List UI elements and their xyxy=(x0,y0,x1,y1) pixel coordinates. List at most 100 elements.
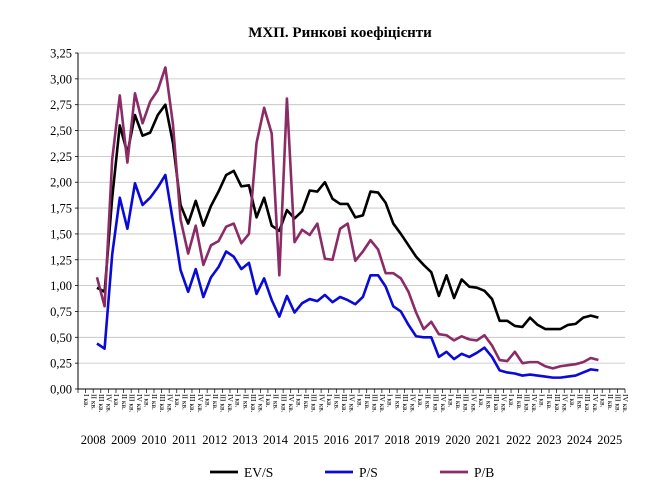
legend-label: EV/S xyxy=(244,465,273,480)
x-quarter-label: I кв. xyxy=(173,394,182,408)
x-quarter-label: I кв. xyxy=(386,394,395,408)
x-quarter-label: I кв. xyxy=(446,394,455,408)
chart-title: МХП. Ринкові коефіцієнти xyxy=(248,25,432,41)
x-year-label: 2010 xyxy=(141,433,166,447)
x-year-label: 2011 xyxy=(172,433,197,447)
x-quarter-label: III кв. xyxy=(188,394,197,413)
legend-label: P/B xyxy=(474,465,494,480)
x-quarter-label: IV кв. xyxy=(257,394,266,413)
y-tick-label: 2,25 xyxy=(50,150,72,164)
x-quarter-label: I кв. xyxy=(264,394,273,408)
x-quarter-label: III кв. xyxy=(340,394,349,413)
x-quarter-label: II кв. xyxy=(363,394,372,410)
x-quarter-label: III кв. xyxy=(462,394,471,413)
x-year-label: 2015 xyxy=(293,433,318,447)
x-year-label: 2012 xyxy=(202,433,227,447)
y-tick-label: 3,25 xyxy=(50,47,72,61)
series-line-p-b xyxy=(95,66,599,370)
x-quarter-label: IV кв. xyxy=(317,394,326,413)
y-tick-label: 0,00 xyxy=(50,383,72,397)
x-year-label: 2025 xyxy=(597,433,622,447)
x-quarter-label: IV кв. xyxy=(378,394,387,413)
x-year-label: 2024 xyxy=(567,433,593,447)
y-tick-label: 2,50 xyxy=(50,124,72,138)
x-quarter-label: I кв. xyxy=(295,394,304,408)
x-quarter-label: II кв. xyxy=(515,394,524,410)
x-quarter-label: I кв. xyxy=(112,394,121,408)
x-quarter-label: II кв. xyxy=(393,394,402,410)
x-year-label: 2020 xyxy=(445,433,470,447)
x-year-label: 2017 xyxy=(354,433,379,447)
x-quarter-label: IV кв. xyxy=(408,394,417,413)
x-quarter-label: III кв. xyxy=(401,394,410,413)
x-quarter-label: IV кв. xyxy=(135,394,144,413)
x-quarter-label: III кв. xyxy=(553,394,562,413)
x-year-label: 2018 xyxy=(385,433,410,447)
legend-label: P/S xyxy=(359,465,378,480)
x-year-label: 2023 xyxy=(537,433,562,447)
x-quarter-label: I кв. xyxy=(234,394,243,408)
x-quarter-label: IV кв. xyxy=(226,394,235,413)
x-year-label: 2016 xyxy=(324,433,349,447)
x-quarter-label: III кв. xyxy=(127,394,136,413)
x-quarter-label: IV кв. xyxy=(196,394,205,413)
y-tick-label: 2,00 xyxy=(50,176,72,190)
x-quarter-label: I кв. xyxy=(416,394,425,408)
x-quarter-label: I кв. xyxy=(598,394,607,408)
x-quarter-label: IV кв. xyxy=(348,394,357,413)
x-quarter-label: I кв. xyxy=(507,394,516,408)
x-quarter-label: III кв. xyxy=(249,394,258,413)
axes: 0,00 0,25 0,50 0,75 1,00 1,25 1,50 1,75 2,00 2,25… xyxy=(50,47,630,448)
series-lines xyxy=(95,66,599,379)
y-tick-label: 1,25 xyxy=(50,253,72,267)
x-quarter-label: III кв. xyxy=(219,394,228,413)
x-quarter-label: I кв. xyxy=(325,394,334,408)
y-tick-label: 1,00 xyxy=(50,279,72,293)
x-quarter-label: IV кв. xyxy=(439,394,448,413)
x-year-label: 2009 xyxy=(111,433,136,447)
x-quarter-label: I кв. xyxy=(568,394,577,408)
y-tick-label: 1,75 xyxy=(50,202,72,216)
x-quarter-label: III кв. xyxy=(370,394,379,413)
x-year-label: 2019 xyxy=(415,433,440,447)
x-quarter-label: II кв. xyxy=(120,394,129,410)
x-year-label: 2022 xyxy=(506,433,531,447)
series-line-p-s xyxy=(96,173,599,379)
x-quarter-label: III кв. xyxy=(279,394,288,413)
legend: EV/S P/S P/B xyxy=(210,465,494,480)
y-tick-label: 3,00 xyxy=(50,72,72,86)
x-quarter-label: II кв. xyxy=(211,394,220,410)
y-tick-label: 1,50 xyxy=(50,227,72,241)
x-quarter-label: IV кв. xyxy=(500,394,509,413)
x-quarter-label: II кв. xyxy=(333,394,342,410)
x-quarter-label: I кв. xyxy=(143,394,152,408)
x-quarter-label: II кв. xyxy=(545,394,554,410)
x-quarter-label: I кв. xyxy=(355,394,364,408)
x-quarter-label: III кв. xyxy=(614,394,623,413)
x-quarter-label: IV кв. xyxy=(165,394,174,413)
x-quarter-label: I кв. xyxy=(538,394,547,408)
x-year-label: 2021 xyxy=(476,433,501,447)
x-quarter-label: III кв. xyxy=(158,394,167,413)
x-quarter-label: IV кв. xyxy=(591,394,600,413)
x-quarter-label: IV кв. xyxy=(621,394,630,413)
x-quarter-label: II кв. xyxy=(484,394,493,410)
y-tick-label: 0,50 xyxy=(50,331,72,345)
x-quarter-label: II кв. xyxy=(89,394,98,410)
y-tick-label: 0,75 xyxy=(50,305,72,319)
y-tick-label: 0,25 xyxy=(50,357,72,371)
x-quarter-label: II кв. xyxy=(454,394,463,410)
x-quarter-label: I кв. xyxy=(203,394,212,408)
x-quarter-label: IV кв. xyxy=(560,394,569,413)
x-quarter-label: II кв. xyxy=(302,394,311,410)
x-year-label: 2008 xyxy=(81,433,106,447)
x-quarter-label: II кв. xyxy=(150,394,159,410)
x-year-label: 2014 xyxy=(263,433,289,447)
x-quarter-label: II кв. xyxy=(241,394,250,410)
x-quarter-label: II кв. xyxy=(424,394,433,410)
x-quarter-label: II кв. xyxy=(606,394,615,410)
x-quarter-label: II кв. xyxy=(576,394,585,410)
x-quarter-label: I кв. xyxy=(477,394,486,408)
